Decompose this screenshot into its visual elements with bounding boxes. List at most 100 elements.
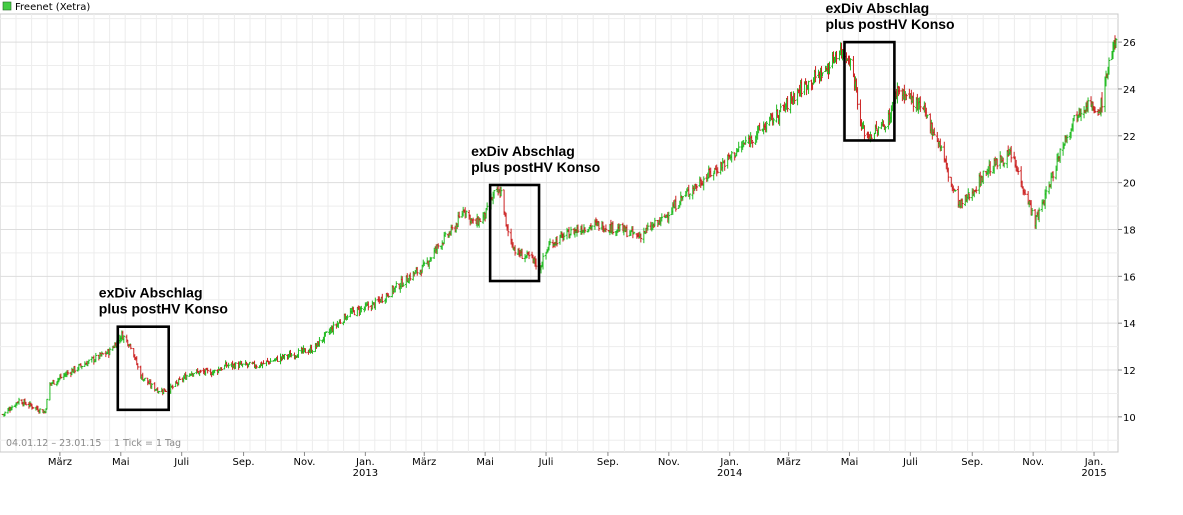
ohlc-bar — [150, 383, 154, 390]
ohlc-bar — [551, 239, 555, 249]
ohlc-bar — [108, 347, 112, 356]
ohlc-bar — [52, 379, 56, 385]
ohlc-bar — [679, 191, 683, 206]
ohlc-bar — [1114, 38, 1118, 49]
ohlc-bar — [863, 125, 866, 140]
ohlc-bar — [695, 184, 699, 192]
x-tick-label: Juli — [173, 457, 189, 468]
x-tick-label: Mai — [841, 457, 859, 468]
ohlc-bar — [870, 134, 873, 140]
ohlc-bar — [926, 114, 929, 119]
ohlc-bar — [339, 319, 342, 324]
ohlc-bar — [1037, 207, 1041, 223]
ohlc-bar — [779, 103, 782, 113]
ohlc-bar — [723, 159, 727, 171]
annotation-box — [488, 183, 541, 283]
y-axis: 10 12 14 16 18 20 22 24 26 — [1118, 38, 1136, 424]
ohlc-bar — [241, 363, 244, 368]
annotation-line2: plus postHV Konso — [99, 301, 228, 317]
ohlc-bar — [995, 158, 999, 170]
ohlc-bar — [681, 195, 685, 201]
ohlc-bar — [877, 126, 880, 136]
x-tick-label: Sep. — [961, 457, 983, 468]
ohlc-bar — [471, 217, 475, 224]
ohlc-bar — [604, 224, 608, 233]
ohlc-bar — [541, 253, 545, 270]
ohlc-bar — [262, 360, 265, 365]
annotation-line1: exDiv Abschlag — [99, 285, 203, 301]
ohlc-bar — [492, 189, 496, 199]
ohlc-bar — [898, 86, 901, 95]
ohlc-bar — [639, 233, 643, 243]
x-tick-label: Nov. — [658, 457, 680, 468]
x-tick-label: März — [412, 457, 436, 468]
x-tick-label: Mai — [476, 457, 494, 468]
ohlc-bar — [821, 72, 824, 77]
ohlc-bar — [981, 170, 985, 184]
ohlc-bar — [828, 61, 831, 75]
ohlc-bar — [394, 281, 398, 288]
ohlc-bar — [940, 145, 943, 152]
ohlc-bar — [199, 369, 202, 374]
ohlc-bar — [685, 188, 689, 197]
ohlc-bar — [793, 92, 796, 104]
ohlc-bar — [527, 251, 531, 260]
ohlc-bar — [388, 296, 391, 298]
ohlc-bar — [206, 367, 209, 374]
ohlc-bar — [485, 202, 489, 211]
ohlc-bar — [765, 120, 768, 133]
ohlc-bar — [988, 161, 992, 176]
ohlc-bar — [304, 348, 307, 354]
ohlc-bar — [367, 301, 370, 311]
ohlc-bar — [374, 297, 377, 310]
ohlc-bar — [772, 117, 775, 126]
ohlc-bar — [101, 352, 105, 355]
gridlines — [0, 14, 1118, 452]
annotation-line1: exDiv Abschlag — [471, 143, 575, 159]
ohlc-bar — [1044, 186, 1048, 199]
ohlc-bar — [457, 211, 461, 219]
ohlc-bar — [469, 217, 473, 225]
ohlc-bar — [185, 374, 188, 380]
chart-title: Freenet (Xetra) — [15, 2, 90, 13]
ohlc-bar — [856, 87, 859, 110]
ohlc-bar — [667, 211, 671, 224]
ohlc-bar — [967, 193, 971, 201]
ohlc-bar — [178, 376, 181, 381]
y-tick-label: 22 — [1123, 132, 1136, 143]
annotation-box — [843, 40, 896, 142]
x-tick-label: Nov. — [293, 457, 315, 468]
ohlc-bar — [513, 245, 517, 256]
ohlc-bar — [450, 224, 454, 231]
x-tick-label: Nov. — [1022, 457, 1044, 468]
ohlc-bar — [1079, 108, 1083, 122]
ohlc-bar — [820, 65, 823, 82]
x-tick-label: Sep. — [233, 457, 255, 468]
range-info: 04.01.12 – 23.01.15 1 Tick = 1 Tag — [6, 438, 181, 449]
ohlc-bar — [786, 96, 789, 112]
ohlc-bar — [751, 141, 754, 148]
ohlc-bar — [943, 141, 946, 163]
y-tick-label: 14 — [1123, 319, 1136, 330]
ohlc-bar — [835, 50, 838, 64]
ohlc-bar — [269, 358, 272, 364]
ohlc-bar — [129, 344, 133, 350]
ohlc-bar — [1065, 134, 1069, 144]
x-tick-label: Sep. — [597, 457, 619, 468]
ohlc-bar — [498, 186, 502, 198]
ohlc-bar — [1058, 148, 1062, 163]
ohlc-bar — [164, 389, 168, 393]
ohlc-bar — [332, 321, 335, 335]
ohlc-bar — [297, 348, 300, 358]
y-tick-label: 26 — [1123, 38, 1136, 49]
date-range-label: 04.01.12 – 23.01.15 — [6, 438, 101, 449]
ohlc-bar — [401, 282, 405, 287]
ohlc-bar — [94, 352, 98, 363]
ohlc-bar — [381, 293, 384, 304]
ohlc-bar — [660, 213, 664, 222]
ohlc-bar — [360, 305, 363, 313]
ohlc-bar — [17, 397, 21, 405]
ohlc-bar — [750, 135, 753, 144]
